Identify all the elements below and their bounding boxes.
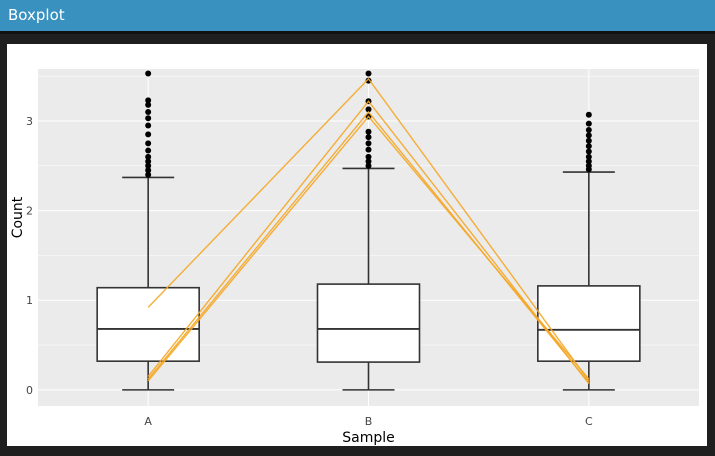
outlier-point (145, 147, 152, 154)
trace-line-2 (147, 100, 590, 385)
outlier-point (585, 158, 592, 165)
outlier-point (145, 97, 152, 104)
outlier-point (145, 109, 152, 116)
outlier-point (365, 106, 372, 113)
outlier-point (145, 153, 152, 160)
app-title: Boxplot (8, 6, 65, 24)
outlier-point (145, 162, 152, 169)
outlier-point (365, 153, 372, 160)
trace-line-1 (147, 77, 590, 382)
boxplot-chart: 0 1 2 3 A B C Sample Count (10, 69, 699, 446)
y-tick-label: 1 (26, 294, 33, 307)
outlier-point (365, 128, 372, 135)
box-B (316, 283, 421, 363)
outlier-point (585, 153, 592, 160)
outlier-point (145, 140, 152, 147)
trace-line-4 (147, 115, 590, 382)
outlier-point (585, 126, 592, 133)
title-bar: Boxplot (0, 0, 715, 34)
x-tick-label: A (144, 415, 152, 428)
x-tick-label: C (585, 415, 593, 428)
outlier-point (585, 132, 592, 139)
y-axis-title: Count (10, 196, 26, 238)
outlier-point (145, 101, 152, 108)
outlier-point (365, 77, 372, 84)
outlier-point (365, 158, 372, 165)
x-tick-label: B (365, 415, 373, 428)
outlier-point (145, 158, 152, 165)
x-axis-title: Sample (342, 430, 395, 446)
outlier-point (145, 122, 152, 129)
outlier-point (365, 134, 372, 141)
outlier-point (585, 111, 592, 118)
outlier-point (145, 70, 152, 77)
box-C (537, 285, 641, 362)
outlier-point (145, 115, 152, 122)
outlier-point (585, 162, 592, 169)
y-tick-label: 3 (26, 115, 33, 128)
outlier-point (145, 131, 152, 138)
outlier-point (365, 140, 372, 147)
outlier-point (365, 146, 372, 153)
outlier-point (145, 171, 152, 178)
y-tick-label: 2 (26, 205, 33, 218)
outlier-point (145, 167, 152, 174)
box-A (96, 286, 200, 362)
outlier-point (585, 143, 592, 150)
plot-panel: 0 1 2 3 A B C Sample Count (7, 44, 707, 446)
outlier-point (585, 148, 592, 155)
outlier-point (585, 137, 592, 144)
outlier-point (585, 120, 592, 127)
outlier-point (365, 70, 372, 77)
y-tick-label: 0 (26, 384, 33, 397)
outlier-point (365, 162, 372, 169)
